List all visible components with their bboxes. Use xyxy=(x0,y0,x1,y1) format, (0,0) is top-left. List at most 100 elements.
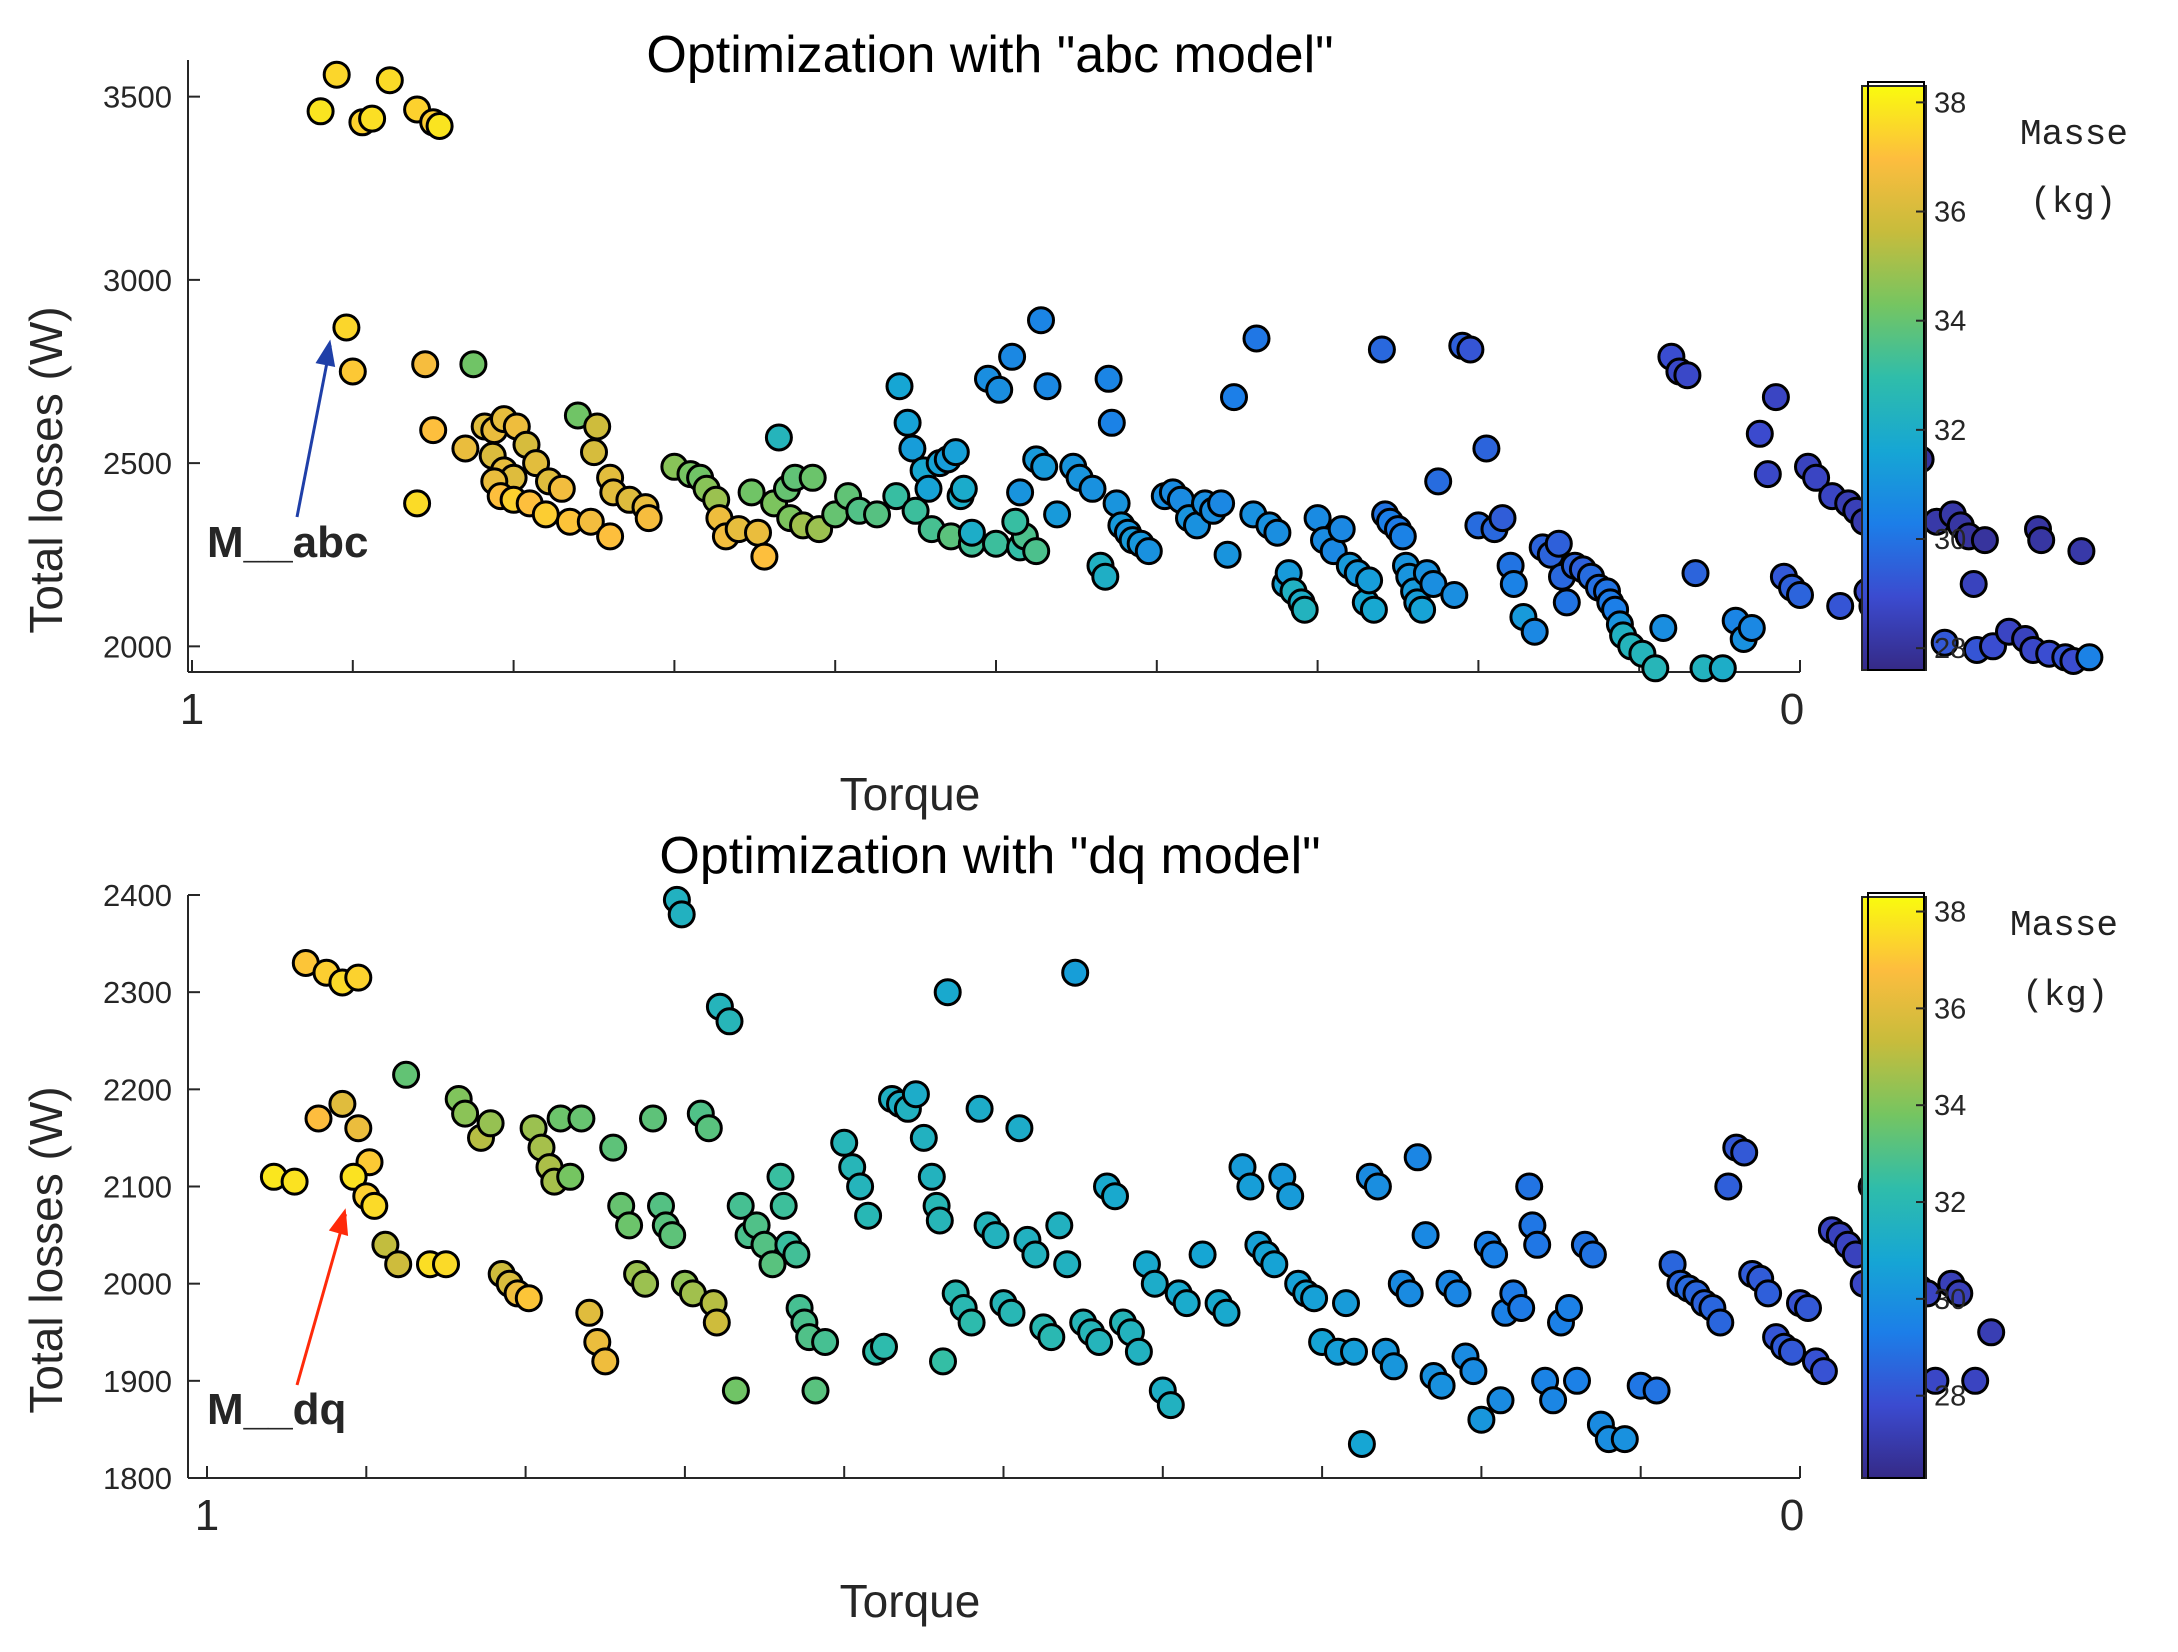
abc-data-point xyxy=(1681,559,1710,588)
dq-data-point xyxy=(1347,1430,1376,1458)
dq-colorbar: Masse (kg) 28 30 32 34 36 38 xyxy=(1861,892,2118,1479)
abc-data-point xyxy=(1207,489,1236,518)
abc-data-point xyxy=(332,313,361,342)
dq-data-point xyxy=(1379,1352,1408,1381)
dq-data-point xyxy=(1276,1182,1305,1211)
abc-data-point xyxy=(634,504,663,533)
dq-data-point xyxy=(1332,1289,1360,1318)
abc-data-point xyxy=(949,474,978,503)
abc-data-point xyxy=(885,372,914,401)
abc-data-point xyxy=(425,112,454,140)
dq-data-point xyxy=(981,1221,1010,1250)
abc-data-point xyxy=(1030,452,1059,481)
abc-x-tick-label: 1 xyxy=(180,685,204,734)
abc-data-point xyxy=(596,522,625,551)
abc-data-point xyxy=(459,350,488,379)
dq-data-point xyxy=(694,1114,723,1143)
dq-y-tick-label: 2300 xyxy=(103,975,172,1010)
dq-data-point xyxy=(721,1376,750,1405)
abc-data-point xyxy=(744,518,772,547)
dq-data-point xyxy=(344,963,373,992)
abc-data-point xyxy=(1097,408,1126,437)
dq-data-point xyxy=(1480,1240,1509,1269)
dq-y-axis-label: Total losses (W) xyxy=(20,1086,72,1413)
dq-data-point xyxy=(929,1347,957,1376)
abc-data-point xyxy=(1761,383,1790,412)
abc-data-point xyxy=(1745,419,1774,448)
dq-data-point xyxy=(280,1167,309,1196)
abc-data-point xyxy=(1367,335,1396,364)
abc-data-point xyxy=(764,423,793,452)
dq-data-point xyxy=(830,1128,859,1157)
dq-colorbar-tick-label: 36 xyxy=(1934,993,1966,1025)
abc-colorbar-label-unit: (kg) xyxy=(2030,182,2116,223)
abc-data-point xyxy=(1001,507,1030,536)
abc-data-point xyxy=(2027,526,2056,555)
dq-data-point xyxy=(667,900,696,929)
abc-data-point xyxy=(914,474,943,503)
dq-x-tick-label: 0 xyxy=(1780,1491,1804,1540)
abc-data-point xyxy=(737,478,766,507)
dq-data-point xyxy=(1555,1294,1583,1322)
abc-colorbar-bar xyxy=(1861,85,1927,671)
dq-annotation: M__dq xyxy=(207,1208,349,1434)
dq-data-point xyxy=(1730,1138,1759,1167)
dq-data-point xyxy=(1140,1269,1169,1298)
abc-data-point xyxy=(322,60,351,89)
abc-data-point xyxy=(1456,335,1485,364)
dq-data-point xyxy=(702,1308,731,1337)
abc-data-point xyxy=(1355,566,1384,595)
dq-data-point xyxy=(476,1109,505,1138)
abc-colorbar: Masse (kg) 28 30 32 34 36 38 xyxy=(1861,81,2128,671)
dq-data-point xyxy=(575,1298,604,1327)
dq-data-point xyxy=(1714,1172,1743,1201)
abc-data-point xyxy=(1544,529,1573,558)
abc-data-point xyxy=(798,463,827,492)
abc-data-point xyxy=(1242,324,1271,353)
abc-data-point xyxy=(1552,588,1581,617)
dq-data-point xyxy=(1045,1211,1074,1240)
dq-data-point xyxy=(1515,1172,1544,1201)
dq-x-tick-label: 1 xyxy=(195,1491,219,1540)
dq-colorbar-tick-label: 32 xyxy=(1934,1187,1966,1219)
abc-y-tick-label: 3500 xyxy=(103,80,172,115)
dq-data-point xyxy=(1778,1337,1806,1366)
abc-data-point xyxy=(1033,372,1062,401)
abc-data-point xyxy=(1959,570,1988,598)
dq-y-tick-label: 2400 xyxy=(103,878,172,913)
dq-data-point xyxy=(715,1007,744,1036)
abc-data-point xyxy=(1263,518,1292,547)
abc-chart: Optimization with "abc model" Total loss… xyxy=(20,26,2128,820)
abc-colorbar-tick-label: 32 xyxy=(1934,415,1966,447)
abc-data-point xyxy=(1708,654,1737,683)
abc-chart-title: Optimization with "abc model" xyxy=(646,26,1333,84)
dq-annotation-label: M__dq xyxy=(207,1385,346,1434)
abc-data-point xyxy=(1737,614,1766,642)
dq-data-point xyxy=(1467,1405,1496,1434)
abc-data-point xyxy=(957,518,986,547)
abc-data-point xyxy=(1970,526,1999,555)
abc-data-point xyxy=(1488,504,1517,533)
abc-data-point xyxy=(338,357,367,386)
dq-data-point xyxy=(901,1080,930,1109)
dq-data-point xyxy=(726,1191,755,1220)
dq-colorbar-tick-label: 38 xyxy=(1934,897,1966,929)
dq-data-point xyxy=(1642,1376,1671,1405)
abc-data-point xyxy=(411,350,440,379)
dq-data-point xyxy=(658,1221,687,1250)
dq-data-point xyxy=(1236,1172,1265,1201)
abc-data-point xyxy=(1094,364,1123,393)
abc-data-point xyxy=(898,434,927,463)
abc-data-point xyxy=(580,438,608,467)
dq-data-point xyxy=(854,1201,883,1230)
abc-data-point xyxy=(882,482,911,511)
abc-data-point xyxy=(547,474,576,503)
abc-y-tick-label: 2500 xyxy=(103,446,172,481)
abc-data-point xyxy=(1802,463,1831,492)
dq-data-point xyxy=(965,1094,994,1123)
dq-data-point xyxy=(1395,1279,1424,1308)
dq-data-point xyxy=(1977,1318,2006,1347)
dq-data-point xyxy=(870,1332,898,1361)
dq-data-point xyxy=(432,1250,460,1279)
